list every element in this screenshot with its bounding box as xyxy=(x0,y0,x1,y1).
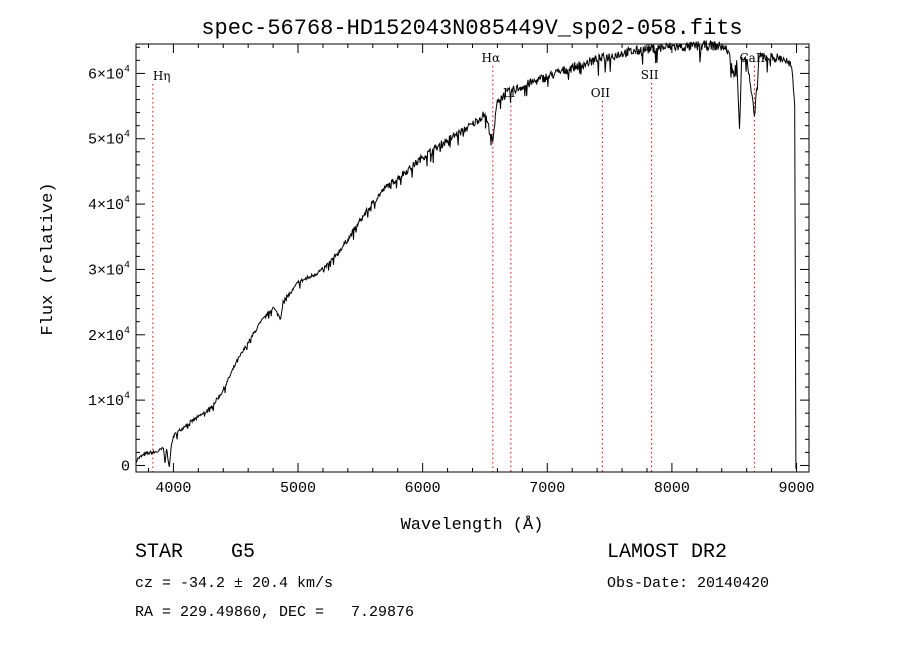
marker-label: Hα xyxy=(482,51,501,65)
marker-label: Li xyxy=(503,86,515,100)
marker-label: CaII xyxy=(739,51,765,65)
y-tick-label: 0 xyxy=(121,458,130,475)
chart-title: spec-56768-HD152043N085449V_sp02-058.fit… xyxy=(201,16,742,41)
spectral-class: STAR G5 xyxy=(135,541,256,564)
y-tick-label: 4×104 xyxy=(88,195,130,214)
marker-label: Hη xyxy=(153,69,171,83)
y-tick-label: 2×104 xyxy=(88,326,130,345)
y-tick-label: 6×104 xyxy=(88,64,130,83)
spectrum-line xyxy=(135,40,797,469)
plot-frame xyxy=(135,43,810,473)
survey-name: LAMOST DR2 xyxy=(607,541,728,564)
x-tick-label: 4000 xyxy=(155,480,191,497)
x-axis: 4000 5000 6000 7000 8000 9000 xyxy=(147,44,815,497)
observation-date: Obs-Date: 20140420 xyxy=(607,575,770,592)
x-tick-label: 8000 xyxy=(654,480,690,497)
marker-label: SII xyxy=(641,68,659,82)
marker-lines xyxy=(152,66,755,472)
y-axis-label: Flux (relative) xyxy=(39,182,58,335)
x-tick-label: 9000 xyxy=(779,480,815,497)
marker-labels: Hη Hα Li OII SII CaII xyxy=(153,51,766,100)
y-tick-label: 3×104 xyxy=(88,260,130,279)
y-tick-label: 1×104 xyxy=(88,391,130,410)
x-tick-label: 5000 xyxy=(280,480,316,497)
x-tick-label: 7000 xyxy=(529,480,565,497)
sky-coordinates: RA = 229.49860, DEC = 7.29876 xyxy=(135,604,415,621)
marker-label: OII xyxy=(591,86,611,100)
x-axis-label: Wavelength (Å) xyxy=(401,516,544,535)
x-tick-label: 6000 xyxy=(405,480,441,497)
redshift-velocity: cz = -34.2 ± 20.4 km/s xyxy=(135,575,334,592)
y-tick-label: 5×104 xyxy=(88,130,130,149)
y-axis: 0 1×104 2×104 3×104 4×104 5×104 6×104 xyxy=(88,46,809,475)
